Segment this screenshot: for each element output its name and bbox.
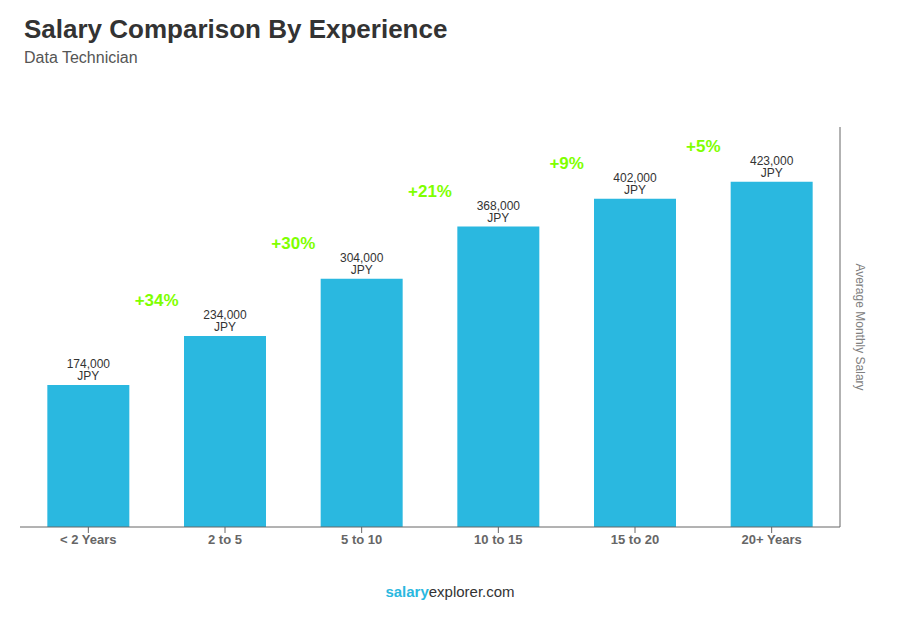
svg-text:+21%: +21% xyxy=(408,182,452,201)
svg-text:20+ Years: 20+ Years xyxy=(742,532,802,547)
svg-text:+9%: +9% xyxy=(549,154,584,173)
svg-text:+34%: +34% xyxy=(135,291,179,310)
svg-text:15 to 20: 15 to 20 xyxy=(611,532,659,547)
html-text:Data Technician: Data Technician xyxy=(24,49,138,66)
svg-text:< 2 Years: < 2 Years xyxy=(60,532,117,547)
svg-text:10 to 15: 10 to 15 xyxy=(474,532,522,547)
html-text:salary explorer.com: salary explorer.com xyxy=(385,583,515,600)
html-text:Salary Comparison By Experienc: Salary Comparison By Experience xyxy=(24,14,448,44)
svg-text:5 to 10: 5 to 10 xyxy=(341,532,382,547)
svg-text:304,000JPY: 304,000JPY xyxy=(340,251,384,277)
svg-text:+30%: +30% xyxy=(271,234,315,253)
svg-text:368,000JPY: 368,000JPY xyxy=(477,199,521,225)
svg-text:+5%: +5% xyxy=(686,137,721,156)
svg-text:Average Monthly Salary: Average Monthly Salary xyxy=(853,263,867,390)
svg-text:2 to 5: 2 to 5 xyxy=(208,532,242,547)
svg-text:174,000JPY: 174,000JPY xyxy=(67,357,111,383)
svg-text:234,000JPY: 234,000JPY xyxy=(203,308,247,334)
svg-text:402,000JPY: 402,000JPY xyxy=(613,171,657,197)
svg-text:423,000JPY: 423,000JPY xyxy=(750,154,794,180)
